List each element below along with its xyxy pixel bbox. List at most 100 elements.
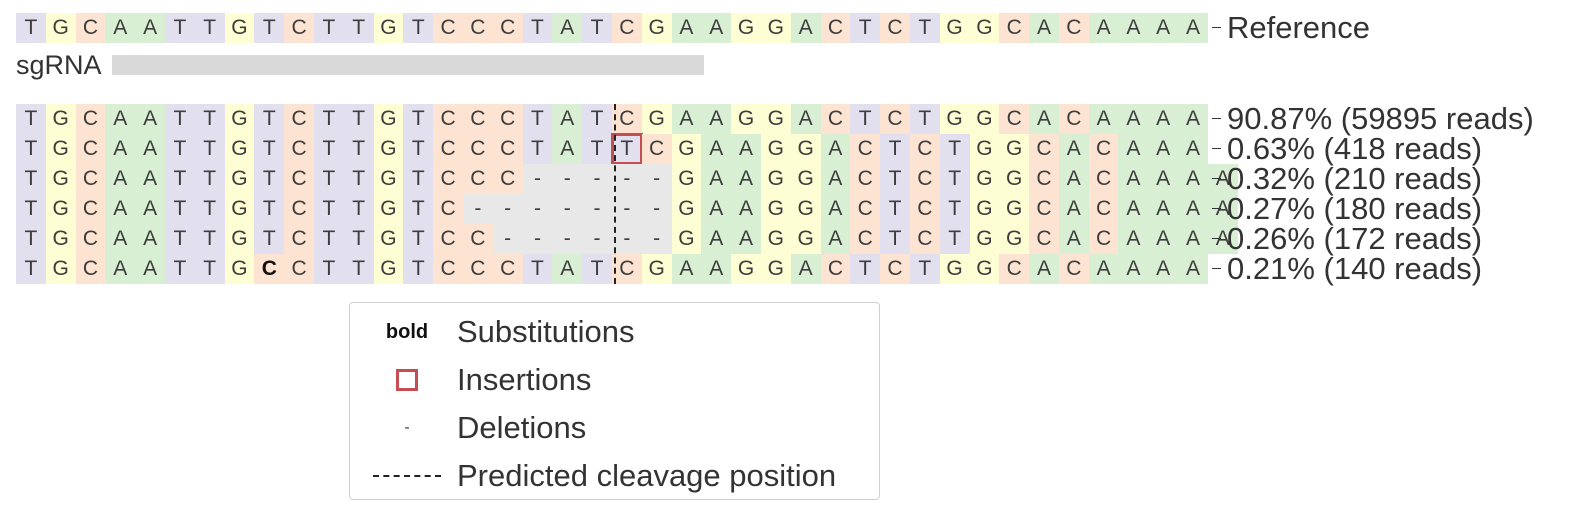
nucleotide-g: G	[790, 194, 821, 224]
nucleotide-c: C	[75, 134, 106, 164]
nucleotide-g: G	[373, 224, 404, 254]
nucleotide-g: G	[224, 13, 255, 43]
allele-tick	[1212, 208, 1221, 209]
nucleotide-c: C	[1058, 254, 1089, 284]
nucleotide-g: G	[671, 134, 702, 164]
nucleotide-t: T	[16, 104, 46, 134]
nucleotide-a: A	[1029, 254, 1059, 284]
nucleotide-g: G	[45, 104, 76, 134]
nucleotide-g: G	[641, 254, 672, 284]
nucleotide-t: T	[403, 194, 434, 224]
nucleotide-c: C	[880, 13, 910, 43]
nucleotide-t: T	[313, 224, 344, 254]
nucleotide-a: A	[1148, 164, 1179, 194]
nucleotide-t: T	[194, 254, 225, 284]
allele-tick	[1212, 238, 1221, 239]
nucleotide-c: C	[462, 164, 493, 194]
nucleotide-g: G	[969, 254, 1000, 284]
nucleotide-c: C	[1088, 164, 1119, 194]
nucleotide-g: G	[969, 164, 1000, 194]
nucleotide-t: T	[343, 194, 374, 224]
nucleotide-g: G	[373, 164, 404, 194]
legend-deletions-symbol-box: -	[362, 405, 452, 451]
nucleotide-g: G	[45, 13, 76, 43]
nucleotide-c: C	[492, 134, 523, 164]
nucleotide-t: T	[403, 13, 434, 43]
reference-label: Reference	[1212, 12, 1370, 43]
nucleotide-a: A	[1058, 134, 1089, 164]
nucleotide-c: C	[462, 254, 493, 284]
deletion-cell: -	[641, 194, 672, 224]
nucleotide-a: A	[1207, 224, 1238, 254]
nucleotide-a: A	[701, 164, 732, 194]
nucleotide-a: A	[105, 254, 136, 284]
nucleotide-a: A	[1178, 134, 1208, 164]
nucleotide-c: C	[820, 104, 851, 134]
nucleotide-a: A	[135, 164, 165, 194]
nucleotide-c: C	[75, 254, 106, 284]
bold-symbol: bold	[385, 320, 429, 343]
nucleotide-a: A	[135, 254, 165, 284]
nucleotide-g: G	[641, 13, 672, 43]
nucleotide-t: T	[343, 224, 374, 254]
nucleotide-t: T	[164, 13, 195, 43]
nucleotide-t: T	[909, 104, 940, 134]
dashed-line-icon	[373, 475, 441, 477]
nucleotide-g: G	[760, 164, 791, 194]
nucleotide-a: A	[1148, 134, 1179, 164]
nucleotide-t: T	[403, 164, 434, 194]
legend-cleavage-label: Predicted cleavage position	[457, 458, 837, 493]
allele-frequency-label: 0.32% (210 reads)	[1212, 163, 1482, 194]
nucleotide-a: A	[105, 104, 136, 134]
nucleotide-c: C	[850, 134, 881, 164]
nucleotide-a: A	[105, 164, 136, 194]
nucleotide-a: A	[790, 254, 821, 284]
nucleotide-a: A	[1118, 134, 1149, 164]
nucleotide-a: A	[1029, 13, 1059, 43]
nucleotide-t: T	[194, 164, 225, 194]
deletion-cell: -	[522, 164, 553, 194]
nucleotide-c: C	[433, 13, 463, 43]
nucleotide-a: A	[135, 13, 165, 43]
deletion-dash-icon: -	[404, 419, 410, 436]
nucleotide-g: G	[45, 134, 76, 164]
nucleotide-g: G	[45, 164, 76, 194]
nucleotide-a: A	[1178, 104, 1208, 134]
nucleotide-t: T	[880, 224, 910, 254]
nucleotide-t: T	[850, 104, 881, 134]
nucleotide-g: G	[224, 104, 255, 134]
nucleotide-t: T	[313, 164, 344, 194]
nucleotide-g: G	[790, 164, 821, 194]
nucleotide-a: A	[731, 224, 761, 254]
nucleotide-g: G	[999, 134, 1030, 164]
nucleotide-a: A	[1148, 13, 1179, 43]
nucleotide-a: A	[1118, 224, 1149, 254]
nucleotide-c: C	[75, 164, 106, 194]
nucleotide-t: T	[164, 164, 195, 194]
nucleotide-t: T	[403, 104, 434, 134]
nucleotide-g: G	[224, 164, 255, 194]
nucleotide-t: T	[522, 254, 553, 284]
nucleotide-a: A	[1088, 254, 1119, 284]
nucleotide-g: G	[373, 104, 404, 134]
nucleotide-g: G	[999, 164, 1030, 194]
nucleotide-c: C	[462, 224, 493, 254]
nucleotide-g: G	[731, 13, 761, 43]
nucleotide-g: G	[999, 224, 1030, 254]
sgrna-bar	[112, 55, 704, 75]
nucleotide-t: T	[880, 164, 910, 194]
legend-cleavage-symbol-box	[362, 453, 452, 499]
nucleotide-a: A	[820, 134, 851, 164]
nucleotide-c: C	[611, 254, 642, 284]
nucleotide-c: C	[75, 13, 106, 43]
nucleotide-c: C	[1029, 194, 1059, 224]
nucleotide-g: G	[45, 254, 76, 284]
nucleotide-g: G	[760, 104, 791, 134]
nucleotide-g: G	[760, 254, 791, 284]
nucleotide-t: T	[909, 254, 940, 284]
nucleotide-a: A	[820, 164, 851, 194]
nucleotide-a: A	[1058, 224, 1089, 254]
allele-frequency-text: 0.63% (418 reads)	[1227, 131, 1483, 166]
nucleotide-a: A	[1178, 164, 1208, 194]
